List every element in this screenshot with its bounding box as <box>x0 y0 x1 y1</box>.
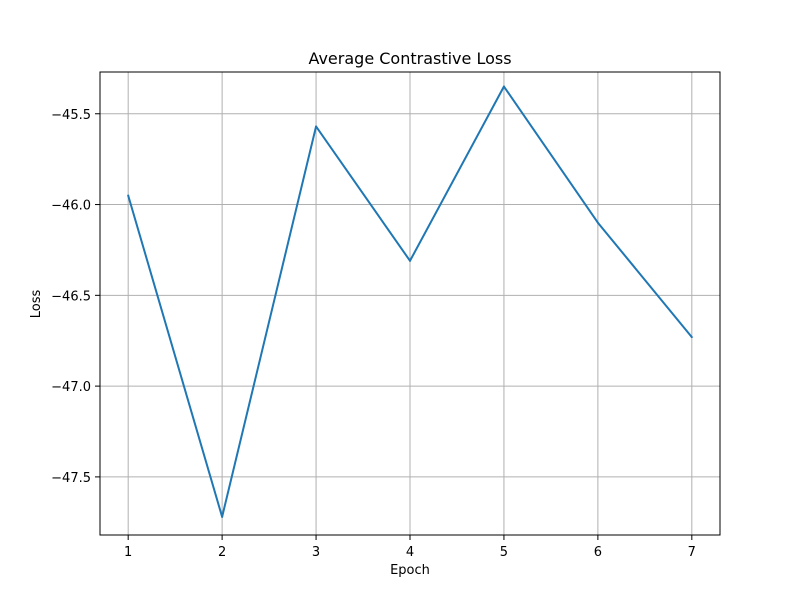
y-tick-label: −47.0 <box>51 380 91 395</box>
y-tick-label: −47.5 <box>51 471 91 486</box>
x-tick-label: 3 <box>312 545 320 560</box>
y-tick-label: −46.5 <box>51 289 91 304</box>
chart-title: Average Contrastive Loss <box>308 49 511 68</box>
x-tick-label: 5 <box>500 545 508 560</box>
x-tick-label: 4 <box>406 545 414 560</box>
y-axis-label: Loss <box>29 290 44 319</box>
data-point <box>409 259 411 262</box>
data-point <box>502 85 505 88</box>
data-point <box>690 336 693 339</box>
y-tick-label: −46.0 <box>51 199 91 214</box>
ticks: 1 2 3 4 5 6 7 −47.5 −47.0 −46.5 −46.0 −45.5 <box>51 108 696 560</box>
x-tick-label: 6 <box>594 545 602 560</box>
x-tick-label: 1 <box>124 545 132 560</box>
x-axis-label: Epoch <box>390 563 430 578</box>
y-tick-label: −45.5 <box>51 108 91 123</box>
grid <box>100 72 720 535</box>
data-point <box>596 221 599 224</box>
x-tick-label: 2 <box>218 545 226 560</box>
x-tick-label: 7 <box>688 545 696 560</box>
data-point <box>221 515 224 518</box>
data-point <box>315 125 318 128</box>
data-point <box>127 194 130 197</box>
series-layer <box>127 85 693 518</box>
